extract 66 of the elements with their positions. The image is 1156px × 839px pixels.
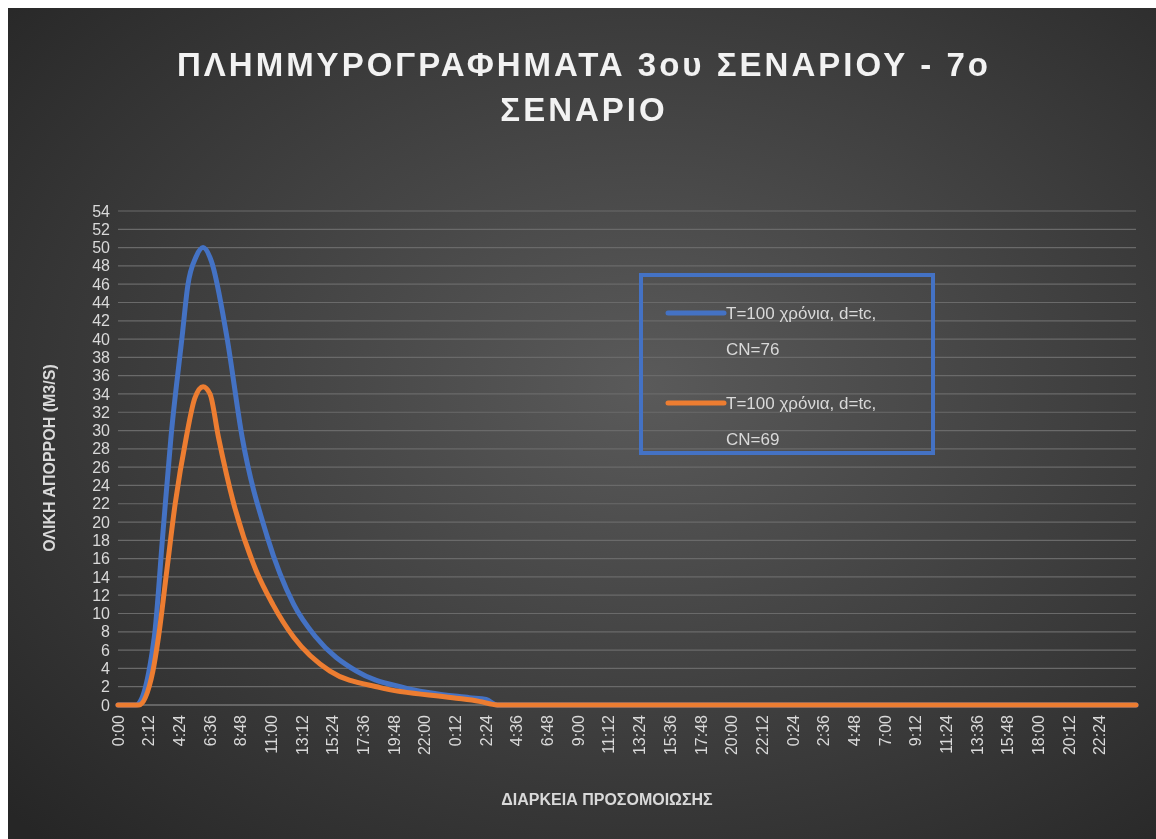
y-tick-label: 14	[92, 568, 111, 586]
x-tick-label: 6:48	[539, 714, 557, 747]
y-tick-label: 50	[92, 239, 111, 257]
x-tick-label: 22:00	[416, 714, 434, 756]
y-tick-label: 48	[92, 257, 111, 275]
x-tick-label: 9:12	[907, 714, 925, 747]
y-tick-label: 54	[92, 202, 111, 220]
y-tick-label: 40	[92, 330, 111, 348]
x-tick-label: 19:48	[385, 714, 403, 756]
y-tick-label: 34	[92, 385, 111, 403]
x-tick-label: 2:12	[140, 714, 158, 747]
x-tick-label: 15:24	[324, 714, 342, 756]
x-axis-title: ΔΙΑΡΚΕΙΑ ΠΡΟΣΟΜΟΙΩΣΗΣ	[501, 791, 714, 808]
y-tick-label: 6	[101, 641, 111, 659]
x-tick-label: 11:24	[937, 714, 955, 754]
x-tick-label: 8:48	[232, 714, 250, 747]
y-tick-label: 26	[92, 458, 111, 476]
x-tick-label: 2:36	[815, 714, 833, 747]
y-tick-label: 32	[92, 403, 111, 421]
x-tick-label: 4:24	[170, 714, 188, 747]
x-tick-label: 6:36	[201, 714, 219, 747]
y-tick-label: 36	[92, 367, 111, 385]
y-tick-label: 44	[92, 294, 111, 312]
y-tick-label: 38	[92, 348, 111, 366]
y-tick-label: 46	[92, 275, 111, 293]
y-tick-label: 16	[92, 550, 111, 568]
x-tick-label: 0:12	[447, 714, 465, 747]
y-tick-label: 18	[92, 531, 111, 549]
x-tick-label: 9:00	[569, 714, 587, 747]
y-tick-label: 22	[92, 495, 111, 513]
y-tick-label: 8	[101, 623, 111, 641]
x-tick-label: 13:12	[293, 714, 311, 756]
x-tick-label: 13:36	[968, 714, 986, 756]
x-tick-label: 7:00	[876, 714, 894, 747]
x-tick-label: 17:36	[355, 714, 373, 756]
x-tick-label: 22:24	[1091, 714, 1109, 756]
y-tick-label: 4	[101, 660, 111, 678]
x-tick-label: 20:00	[723, 714, 741, 756]
y-tick-label: 0	[101, 696, 111, 714]
y-tick-label: 24	[92, 477, 111, 495]
legend-label: T=100 χρόνια, d=tc, CN=69	[726, 393, 877, 449]
chart-title: ΠΛΗΜΜΥΡΟΓΡΑΦΗΜΑΤΑ 3ου ΣΕΝΑΡΙΟΥ - 7ο ΣΕΝΑΡΙΟ	[176, 46, 992, 128]
x-tick-label: 2:24	[477, 714, 495, 747]
x-tick-label: 0:24	[784, 714, 802, 747]
legend-label: T=100 χρόνια, d=tc, CN=76	[726, 303, 877, 359]
y-axis-title: ΟΛΙΚΗ ΑΠΟΡΡΟΗ (M3/S)	[41, 364, 58, 552]
x-tick-label: 13:24	[631, 714, 649, 756]
y-tick-label: 10	[92, 605, 111, 623]
x-tick-label: 17:48	[692, 714, 710, 756]
y-tick-label: 20	[92, 513, 111, 531]
x-tick-label: 15:48	[999, 714, 1017, 756]
x-tick-label: 20:12	[1060, 714, 1078, 756]
y-tick-label: 28	[92, 440, 111, 458]
x-tick-label: 15:36	[661, 714, 679, 756]
x-tick-label: 11:00	[263, 714, 280, 754]
x-tick-label: 4:36	[508, 714, 526, 747]
x-tick-label: 11:12	[600, 714, 618, 754]
y-tick-label: 42	[92, 312, 111, 330]
x-tick-label: 4:48	[845, 714, 863, 747]
y-tick-label: 2	[101, 678, 111, 696]
x-tick-label: 22:12	[753, 714, 771, 756]
y-tick-label: 30	[92, 422, 111, 440]
x-tick-label: 0:00	[109, 714, 127, 747]
y-tick-label: 12	[92, 586, 111, 604]
y-tick-label: 52	[92, 220, 111, 238]
x-tick-label: 18:00	[1029, 714, 1047, 756]
